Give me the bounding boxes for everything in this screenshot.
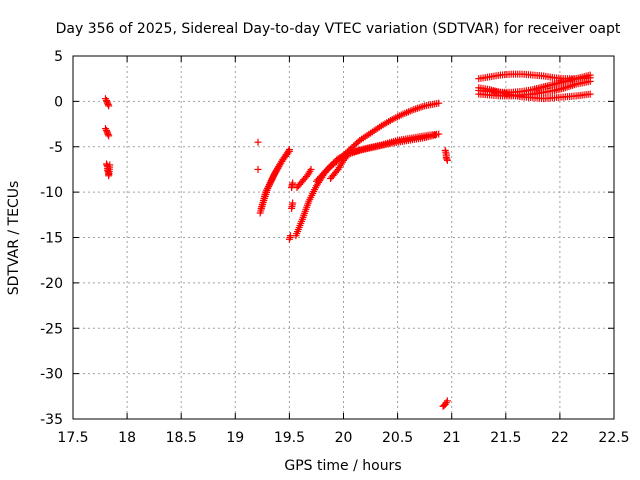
y-axis-label: SDTVAR / TECUs [6, 181, 22, 296]
x-tick-labels: 17.5 18 18.5 19 19.5 20 20.5 21 21.5 22 22.5 [57, 430, 629, 446]
y-tick-label: -20 [40, 276, 63, 292]
x-tick-label: 20 [335, 430, 353, 446]
x-tick-label: 21 [443, 430, 461, 446]
x-tick-label: 18 [118, 430, 136, 446]
y-tick-label: -35 [40, 412, 63, 428]
series-arc-h [475, 70, 594, 103]
x-tick-label: 17.5 [57, 430, 88, 446]
y-tick-label: -15 [40, 231, 63, 247]
y-tick-label: 5 [54, 49, 63, 65]
data-points [101, 70, 594, 410]
x-tick-label: 19 [226, 430, 244, 446]
y-tick-label: -25 [40, 321, 63, 337]
y-tick-labels: 5 0 -5 -10 -15 -20 -25 -30 -35 [40, 49, 63, 428]
plot-frame [72, 55, 615, 420]
series-arc-g [439, 146, 451, 410]
y-tick-label: -30 [40, 367, 63, 383]
series-arc-b [254, 138, 293, 217]
x-tick-label: 19.5 [274, 430, 305, 446]
y-tick-label: 0 [54, 94, 63, 110]
x-axis-label: GPS time / hours [284, 458, 401, 474]
x-tick-label: 21.5 [490, 430, 521, 446]
chart-title: Day 356 of 2025, Sidereal Day-to-day VTE… [56, 21, 621, 37]
y-tick-label: -5 [49, 140, 63, 156]
x-tick-label: 22 [551, 430, 569, 446]
series-arc-e [312, 99, 443, 185]
series-arc-f [327, 131, 439, 183]
x-tick-label: 18.5 [166, 430, 197, 446]
series-arc-a [101, 95, 114, 180]
x-tick-label: 20.5 [382, 430, 413, 446]
x-tick-label: 22.5 [598, 430, 629, 446]
grid [73, 56, 614, 419]
y-tick-label: -10 [40, 185, 63, 201]
